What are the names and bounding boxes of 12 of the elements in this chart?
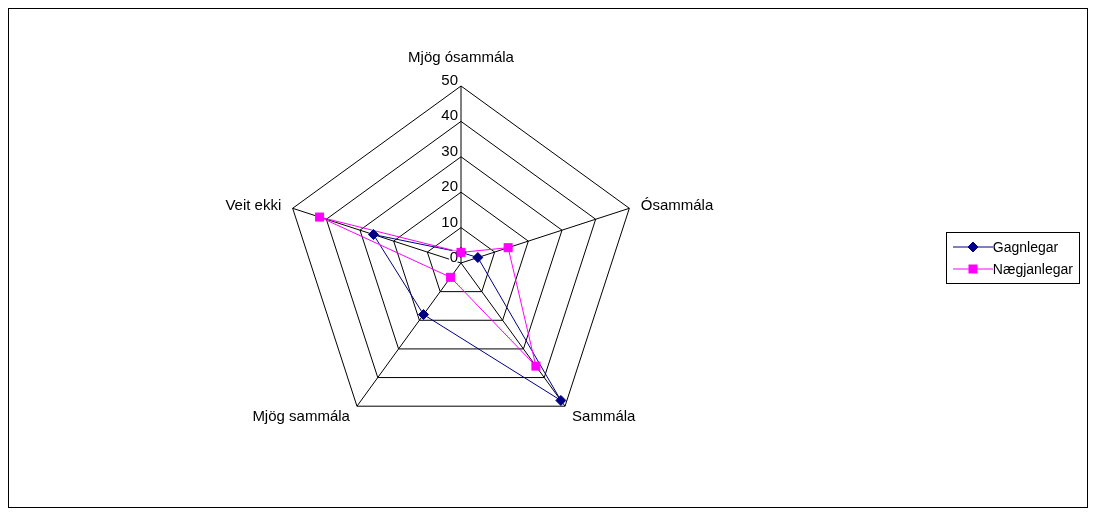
legend-label: Nægjanlegar (992, 261, 1073, 277)
y-tick-label: 40 (441, 106, 458, 124)
spoke-label: Ósammála (640, 195, 714, 213)
spoke-label: Mjög ósammála (408, 48, 515, 65)
y-tick-label: 50 (441, 71, 458, 88)
legend-label: Gagnlegar (992, 239, 1059, 255)
y-tick-label: 10 (441, 212, 458, 230)
spoke-label: Sammála (572, 406, 637, 424)
y-tick-label: 20 (441, 177, 458, 195)
spoke-label: Veit ekki (225, 195, 282, 213)
spoke-label: Mjög sammála (252, 406, 351, 424)
y-tick-label: 30 (441, 141, 458, 159)
